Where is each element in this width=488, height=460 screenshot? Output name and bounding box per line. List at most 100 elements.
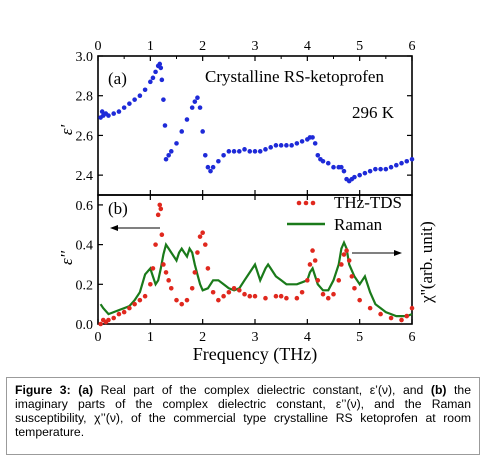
- x-tick-label-top: 6: [409, 39, 416, 54]
- raman-line: [99, 239, 413, 318]
- data-point-epsilon-imag: [98, 321, 103, 327]
- data-point-epsilon-real: [273, 143, 279, 148]
- data-point-epsilon-real: [289, 143, 294, 148]
- data-point-epsilon-real: [320, 158, 326, 164]
- data-point-epsilon-imag: [157, 202, 163, 208]
- data-point-epsilon-imag: [159, 232, 165, 237]
- data-point-epsilon-imag: [192, 270, 198, 275]
- data-point-epsilon-imag: [252, 293, 258, 299]
- data-point-epsilon-real: [99, 109, 105, 114]
- data-point-epsilon-imag: [273, 293, 279, 299]
- data-point-epsilon-real: [404, 158, 410, 164]
- data-point-epsilon-imag: [231, 285, 237, 291]
- panel-a: 0 1 2 3 4 5 6 2.4 2.6 2.8 3.0 (a) Crystalline RS-ket…: [57, 39, 416, 196]
- data-point-epsilon-imag: [221, 293, 226, 299]
- data-point-epsilon-real: [121, 105, 127, 110]
- data-point-epsilon-imag: [367, 305, 373, 311]
- data-point-epsilon-imag: [127, 305, 132, 311]
- data-point-epsilon-imag: [111, 315, 116, 321]
- data-point-epsilon-imag: [184, 297, 190, 303]
- data-point-epsilon-imag: [341, 252, 347, 257]
- data-point-epsilon-imag: [307, 262, 313, 267]
- data-point-epsilon-imag: [179, 301, 185, 307]
- data-point-epsilon-imag: [216, 297, 221, 303]
- x-tick-label: 0: [95, 330, 102, 345]
- data-point-epsilon-imag: [284, 295, 289, 301]
- legend-label-thz: THz-TDS: [334, 193, 402, 212]
- data-point-epsilon-real: [132, 97, 137, 102]
- y-tick-label: 2.8: [76, 90, 94, 105]
- data-point-epsilon-imag: [349, 274, 355, 279]
- data-point-epsilon-imag: [200, 230, 205, 236]
- data-point-epsilon-imag: [142, 293, 148, 299]
- y-tick-label: 2.6: [76, 129, 94, 144]
- data-point-epsilon-real: [157, 61, 163, 67]
- data-point-epsilon-imag: [121, 309, 127, 315]
- data-point-epsilon-real: [278, 143, 284, 148]
- legend-marker-thz: [310, 200, 316, 206]
- data-point-epsilon-real: [315, 152, 321, 158]
- x-tick-label: 3: [252, 330, 259, 345]
- panel-b: 0 1 2 3 4 5 6 0.0 0.2 0.4 0.6 (b) ε'' χ''(arb. unit) F…: [57, 193, 436, 365]
- x-tick-label: 2: [199, 330, 206, 345]
- x-tick-label-top: 3: [252, 39, 259, 54]
- data-point-epsilon-real: [312, 141, 318, 146]
- data-point-epsilon-real: [179, 129, 185, 134]
- data-point-epsilon-real: [197, 105, 203, 110]
- data-point-epsilon-real: [362, 170, 368, 176]
- data-point-epsilon-imag: [189, 285, 195, 291]
- legend-marker-thz: [303, 200, 309, 206]
- data-point-epsilon-real: [142, 87, 148, 93]
- data-point-epsilon-real: [192, 99, 198, 104]
- data-point-epsilon-imag: [325, 295, 331, 301]
- data-point-epsilon-imag: [336, 278, 342, 283]
- y-axis-label-b: ε'': [57, 251, 76, 265]
- x-tick-label-top: 1: [147, 39, 154, 54]
- data-point-epsilon-imag: [299, 289, 305, 295]
- data-point-epsilon-real: [310, 135, 315, 140]
- data-point-epsilon-real: [168, 149, 174, 154]
- arrow-left-head: [110, 225, 118, 231]
- legend-marker-thz: [296, 200, 302, 206]
- data-point-epsilon-imag: [148, 282, 153, 287]
- data-point-epsilon-real: [331, 164, 336, 170]
- data-point-epsilon-real: [166, 152, 171, 158]
- y-tick-label: 0.2: [76, 278, 94, 293]
- caption-part-a: (a): [78, 383, 94, 397]
- x-tick-label-top: 5: [356, 39, 363, 54]
- data-point-epsilon-real: [205, 164, 211, 170]
- data-point-epsilon-real: [189, 105, 195, 110]
- x-tick-label: 1: [147, 330, 154, 345]
- data-point-epsilon-imag: [197, 234, 203, 239]
- data-point-epsilon-real: [210, 164, 216, 170]
- data-point-epsilon-real: [111, 111, 116, 116]
- data-point-epsilon-imag: [174, 297, 179, 303]
- y-tick-label: 2.4: [76, 169, 94, 184]
- data-point-epsilon-imag: [161, 262, 166, 267]
- data-point-epsilon-real: [174, 141, 179, 146]
- x-tick-label-top: 2: [199, 39, 206, 54]
- data-point-epsilon-real: [367, 168, 373, 174]
- data-point-epsilon-real: [399, 160, 404, 166]
- data-point-epsilon-imag: [294, 295, 300, 301]
- data-point-epsilon-real: [231, 149, 237, 154]
- data-point-epsilon-imag: [150, 266, 156, 271]
- data-point-epsilon-real: [352, 174, 357, 180]
- data-point-epsilon-imag: [116, 311, 122, 317]
- caption-text-b: the imaginary parts of the complex diele…: [15, 383, 471, 439]
- data-point-epsilon-real: [153, 69, 158, 75]
- data-point-epsilon-imag: [278, 293, 284, 299]
- x-tick-label: 5: [356, 330, 363, 345]
- caption-text-a: Real part of the complex dielectric cons…: [93, 383, 431, 397]
- panel-label-a: (a): [108, 69, 127, 88]
- data-point-epsilon-imag: [195, 250, 200, 255]
- data-point-epsilon-imag: [344, 248, 349, 253]
- data-point-epsilon-imag: [388, 315, 394, 321]
- data-point-epsilon-real: [184, 117, 190, 122]
- data-point-epsilon-imag: [310, 248, 315, 253]
- arrow-right-head: [394, 250, 402, 256]
- data-point-epsilon-imag: [404, 313, 410, 319]
- data-point-epsilon-real: [161, 97, 166, 102]
- data-point-epsilon-imag: [305, 278, 310, 283]
- data-point-epsilon-imag: [315, 278, 321, 283]
